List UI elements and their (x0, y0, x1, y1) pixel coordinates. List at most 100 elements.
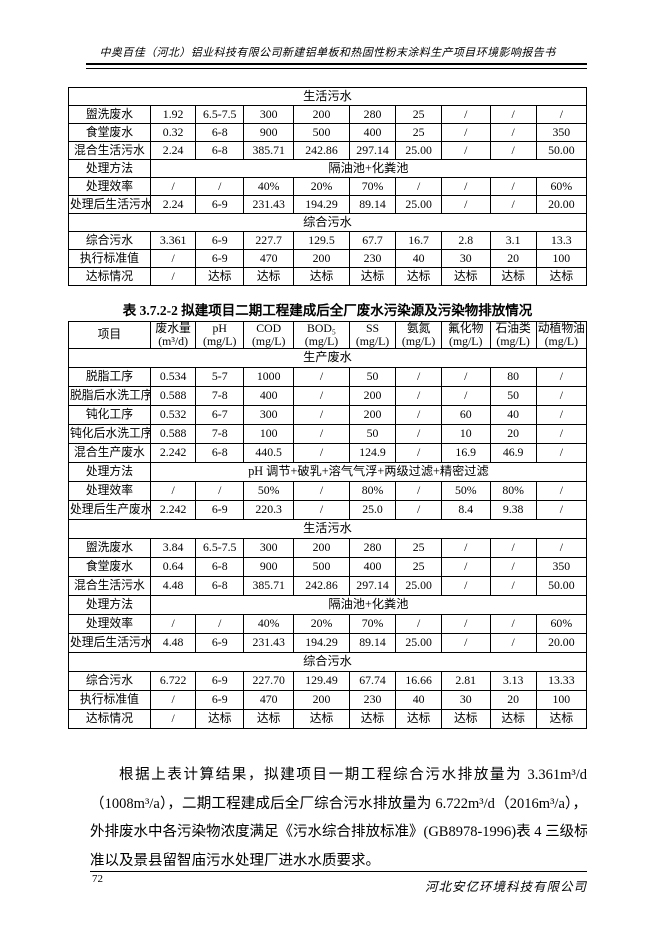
table-cell: 194.29 (293, 632, 350, 653)
table-cell: / (440, 195, 491, 214)
table-cell: 2.8 (440, 231, 491, 250)
table-cell: pH 调节+破乳+溶气气浮+两级过滤+精密过滤 (149, 461, 588, 482)
table-cell: 16.7 (395, 231, 442, 250)
table-cell: / (440, 105, 491, 124)
table-cell: 盥洗废水 (68, 105, 151, 124)
table-cell: 1.92 (149, 105, 197, 124)
table-cell: 生活污水 (68, 87, 587, 106)
table-cell: 处理方法 (68, 594, 151, 615)
table-header-row: 项目 废水量 (m³/d) pH (mg/L) COD (mg/L) BOD₅ (mg/L) SS… (68, 321, 588, 349)
table-cell: 生产废水 (68, 347, 587, 368)
table-cell: 40% (243, 177, 295, 196)
table-cell: 隔油池+化粪池 (149, 159, 588, 178)
table-cell: 200 (293, 249, 350, 268)
table-cell: 6-9 (195, 689, 245, 710)
table-cell: 8.4 (440, 499, 491, 520)
table-header-cell: BOD₅ (mg/L) (293, 321, 350, 349)
table-cell: / (293, 366, 350, 387)
table-header-cell: 项目 (68, 321, 151, 349)
table-cell: 混合生活污水 (68, 575, 151, 596)
table-cell: 达标 (440, 708, 491, 729)
table-cell: 6-9 (195, 670, 245, 691)
table-cell: 400 (348, 123, 397, 142)
table-cell: 0.588 (149, 385, 197, 406)
table-cell: 25.00 (395, 632, 442, 653)
table-header-cell: 石油类 (mg/L) (489, 321, 537, 349)
table-cell: 20 (489, 249, 537, 268)
table-cell: 达标情况 (68, 708, 151, 729)
table-cell: 25.00 (395, 195, 442, 214)
table-cell: 227.7 (243, 231, 295, 250)
table-cell: 达标 (293, 267, 350, 286)
table-cell: 80% (348, 480, 397, 501)
table-cell: 综合污水 (68, 670, 151, 691)
table-cell: 6-8 (195, 575, 245, 596)
table-cell: 300 (243, 537, 295, 558)
table-row: 处理方法 隔油池+化粪池 (68, 594, 588, 615)
table-cell: / (149, 177, 197, 196)
table-cell: / (535, 105, 588, 124)
table-cell: / (489, 632, 537, 653)
table-row: 盥洗废水 3.84 6.5-7.5 300 200 280 25// / (68, 537, 588, 558)
table-cell: / (293, 385, 350, 406)
table-cell: 50 (348, 366, 397, 387)
table-cell: 100 (535, 249, 588, 268)
footer-company-name: 河北安亿环境科技有限公司 (424, 880, 587, 894)
table-cell: 60 (440, 404, 491, 425)
table-cell: 40 (395, 249, 442, 268)
table-cell: 220.3 (243, 499, 295, 520)
table-cell: 50.00 (535, 141, 588, 160)
table-cell: 处理方法 (68, 461, 151, 482)
table-cell: 231.43 (243, 195, 295, 214)
table-cell: 89.14 (348, 632, 397, 653)
table-header-cell: 废水量 (m³/d) (149, 321, 197, 349)
table-cell: 达标 (243, 708, 295, 729)
table-cell: 6-9 (195, 632, 245, 653)
table-cell: / (535, 499, 588, 520)
table-cell: / (440, 177, 491, 196)
table-cell: 0.532 (149, 404, 197, 425)
table-cell: / (395, 613, 442, 634)
table-cell: / (395, 404, 442, 425)
table-cell: / (535, 404, 588, 425)
table-header-cell: SS (mg/L) (348, 321, 397, 349)
table-cell: 470 (243, 249, 295, 268)
table-cell: / (293, 480, 350, 501)
table-cell: 6-9 (195, 249, 245, 268)
table-cell: 0.534 (149, 366, 197, 387)
table-cell: 0.32 (149, 123, 197, 142)
table-cell: / (535, 385, 588, 406)
table-cell: 2.24 (149, 195, 197, 214)
table-cell: 25.00 (395, 141, 442, 160)
table-row: 混合生活污水 4.48 6-8 385.71 242.86 297.14 25.00//50… (68, 575, 588, 596)
table-cell: 7-8 (195, 385, 245, 406)
table-cell: / (195, 480, 245, 501)
table-cell: 67.7 (348, 231, 397, 250)
table-cell: 900 (243, 123, 295, 142)
table-row: 处理方法 隔油池+化粪池 (68, 159, 588, 178)
table-cell: 达标 (195, 267, 245, 286)
table-cell: 0.64 (149, 556, 197, 577)
table-cell: 89.14 (348, 195, 397, 214)
table-cell: 处理后生产废水 (68, 499, 151, 520)
table-cell: / (489, 141, 537, 160)
table-cell: 200 (348, 385, 397, 406)
table-cell: 隔油池+化粪池 (149, 594, 588, 615)
table-cell: / (149, 708, 197, 729)
table-cell: / (440, 366, 491, 387)
table-cell: 处理效率 (68, 613, 151, 634)
table-cell: 混合生活污水 (68, 141, 151, 160)
table-cell: 9.38 (489, 499, 537, 520)
table-header-cell: 动植物油 (mg/L) (535, 321, 588, 349)
table-cell: 280 (348, 105, 397, 124)
table-cell: 脱脂后水洗工序 (68, 385, 151, 406)
table-cell: 20.00 (535, 632, 588, 653)
table-cell: 227.70 (243, 670, 295, 691)
table-cell: / (395, 177, 442, 196)
table-cell: 6.722 (149, 670, 197, 691)
paragraph-line: 根据上表计算结果，拟建项目一期工程综合污水排放量为 3.361m³/d (119, 767, 587, 783)
table-cell: 综合污水 (68, 231, 151, 250)
table-cell: 50.00 (535, 575, 588, 596)
table-cell: 20% (293, 613, 350, 634)
